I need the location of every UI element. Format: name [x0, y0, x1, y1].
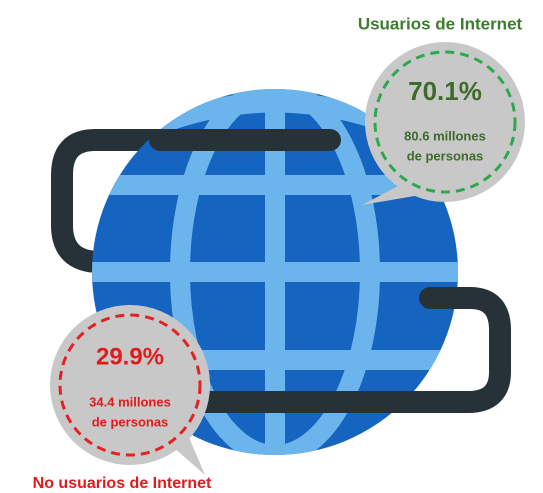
callout-line: 34.4 millones	[89, 394, 171, 409]
callout-line: de personas	[407, 148, 484, 163]
callout-border	[58, 313, 202, 457]
callout-non-users: No usuarios de Internet 29.9% 34.4 millo…	[33, 305, 212, 492]
callout-bubble	[50, 305, 210, 465]
loop-band-right	[189, 287, 511, 413]
callout-percent: 29.9%	[96, 343, 164, 370]
loop-band-left	[51, 129, 171, 273]
callout-line: 80.6 millones	[404, 128, 486, 143]
callout-title: No usuarios de Internet	[33, 475, 212, 492]
callout-percent: 70.1%	[408, 76, 482, 106]
callout-line: de personas	[92, 414, 169, 429]
callout-title: Usuarios de Internet	[358, 14, 523, 33]
callout-bubble	[365, 42, 525, 202]
callout-users: Usuarios de Internet 70.1% 80.6 millones…	[358, 14, 525, 205]
callout-border	[373, 50, 517, 194]
